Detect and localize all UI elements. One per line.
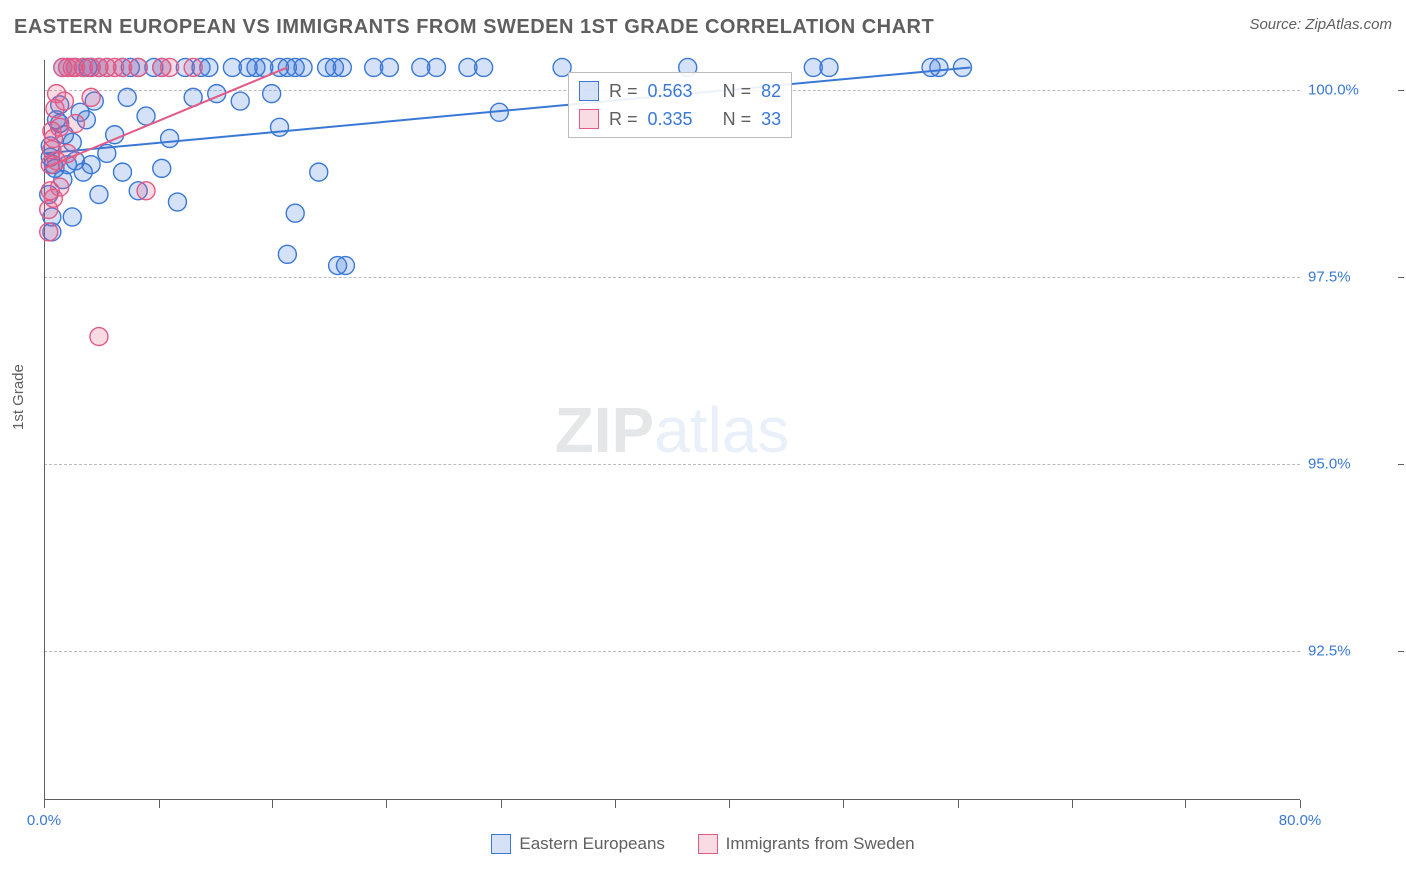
x-tick-mark [615, 800, 616, 808]
data-point [231, 92, 249, 110]
data-point [263, 85, 281, 103]
data-point [90, 186, 108, 204]
x-tick-mark [1300, 800, 1301, 808]
x-tick-mark [1072, 800, 1073, 808]
data-point [333, 58, 351, 76]
data-point [336, 257, 354, 275]
data-point [66, 115, 84, 133]
data-point [59, 144, 77, 162]
y-tick-mark [1398, 651, 1404, 652]
data-point [428, 58, 446, 76]
data-point [82, 88, 100, 106]
legend-label: Immigrants from Sweden [726, 834, 915, 854]
legend-swatch-icon [579, 109, 599, 129]
x-tick-mark [44, 800, 45, 808]
stats-legend: R = 0.563 N = 82 R = 0.335 N = 33 [568, 72, 792, 138]
y-tick-label: 97.5% [1308, 268, 1351, 285]
data-point [310, 163, 328, 181]
data-point [98, 144, 116, 162]
data-point [129, 58, 147, 76]
legend-item: Immigrants from Sweden [698, 834, 915, 854]
data-point [55, 92, 73, 110]
x-tick-mark [501, 800, 502, 808]
data-point [114, 163, 132, 181]
legend-swatch-icon [698, 834, 718, 854]
data-point [475, 58, 493, 76]
y-tick-label: 95.0% [1308, 455, 1351, 472]
data-point [271, 118, 289, 136]
series-legend: Eastern Europeans Immigrants from Sweden [0, 834, 1406, 859]
y-tick-mark [1398, 277, 1404, 278]
data-point [184, 58, 202, 76]
x-tick-mark [386, 800, 387, 808]
data-point [51, 178, 69, 196]
data-point [820, 58, 838, 76]
y-tick-label: 92.5% [1308, 642, 1351, 659]
legend-swatch-icon [579, 81, 599, 101]
stats-r-value: 0.335 [648, 105, 693, 133]
data-point [40, 223, 58, 241]
y-tick-label: 100.0% [1308, 81, 1359, 98]
data-point [161, 129, 179, 147]
data-point [168, 193, 186, 211]
plot-svg [44, 60, 1300, 800]
legend-swatch-icon [491, 834, 511, 854]
data-point [490, 103, 508, 121]
data-point [63, 208, 81, 226]
data-point [286, 204, 304, 222]
plot-area: ZIPatlas R = 0.563 N = 82 R = 0.335 N = … [44, 60, 1300, 800]
legend-item: Eastern Europeans [491, 834, 665, 854]
data-point [137, 182, 155, 200]
legend-label: Eastern Europeans [519, 834, 665, 854]
x-tick-mark [1185, 800, 1186, 808]
stats-n-label: N = [723, 77, 752, 105]
chart-title: EASTERN EUROPEAN VS IMMIGRANTS FROM SWED… [14, 16, 934, 39]
stats-r-label: R = [609, 77, 638, 105]
x-tick-label: 0.0% [27, 812, 61, 829]
data-point [953, 58, 971, 76]
x-tick-mark [958, 800, 959, 808]
chart-container: EASTERN EUROPEAN VS IMMIGRANTS FROM SWED… [0, 0, 1406, 892]
data-point [153, 159, 171, 177]
data-point [161, 58, 179, 76]
data-point [90, 328, 108, 346]
x-tick-mark [843, 800, 844, 808]
data-point [930, 58, 948, 76]
y-tick-mark [1398, 90, 1404, 91]
stats-legend-row: R = 0.563 N = 82 [579, 77, 781, 105]
data-point [380, 58, 398, 76]
x-tick-mark [159, 800, 160, 808]
source-label: Source: ZipAtlas.com [1249, 16, 1392, 33]
data-point [294, 58, 312, 76]
x-tick-mark [729, 800, 730, 808]
data-point [278, 245, 296, 263]
stats-n-label: N = [723, 105, 752, 133]
data-point [137, 107, 155, 125]
stats-n-value: 82 [761, 77, 781, 105]
data-point [118, 88, 136, 106]
stats-r-label: R = [609, 105, 638, 133]
stats-r-value: 0.563 [648, 77, 693, 105]
y-tick-labels-region: 92.5% 95.0% 97.5% 100.0% [1308, 60, 1398, 800]
x-tick-label: 80.0% [1279, 812, 1322, 829]
x-tick-mark [272, 800, 273, 808]
stats-legend-row: R = 0.335 N = 33 [579, 105, 781, 133]
stats-n-value: 33 [761, 105, 781, 133]
y-axis-label: 1st Grade [10, 364, 27, 430]
y-tick-mark [1398, 464, 1404, 465]
data-point [51, 118, 69, 136]
data-point [82, 156, 100, 174]
